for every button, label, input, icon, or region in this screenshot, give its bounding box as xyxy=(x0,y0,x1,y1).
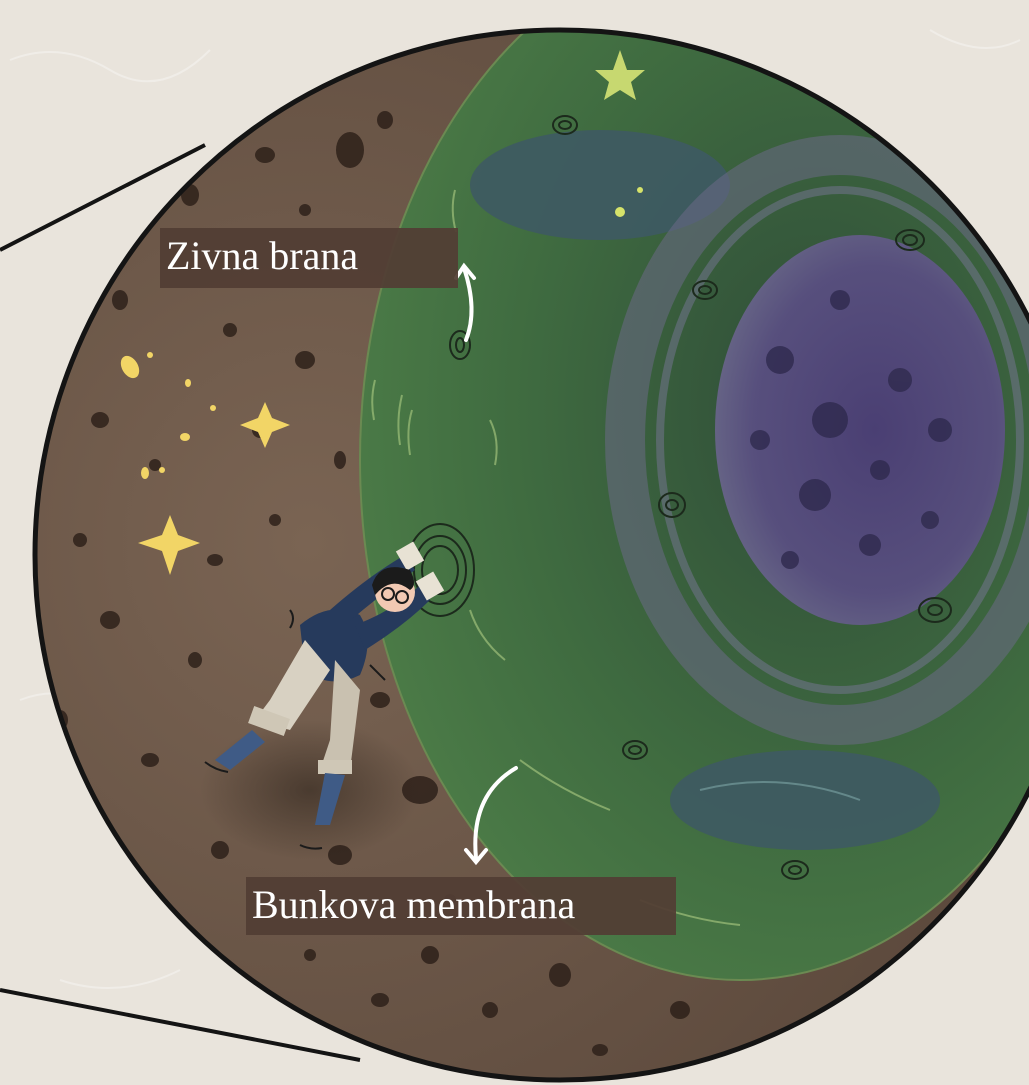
vacuole-top xyxy=(470,130,730,240)
magnifier-outline xyxy=(32,27,1029,1083)
label-cell-membrane: Bunkova membrana xyxy=(246,877,676,935)
endoplasmic-reticulum xyxy=(605,135,1029,745)
figure-shadow xyxy=(200,720,420,860)
star-icon xyxy=(138,50,645,575)
cell-edge-strokes xyxy=(371,189,741,926)
label-nutrient-membrane: Zivna brana xyxy=(160,228,458,288)
nucleus xyxy=(715,235,1005,625)
nucleus-spots xyxy=(750,290,952,569)
zoom-line-top xyxy=(0,143,206,252)
child-figure-icon xyxy=(204,541,445,850)
curved-arrow-icon xyxy=(454,262,518,866)
sparkle-dots xyxy=(120,352,216,479)
vacuole-bottom xyxy=(670,750,940,850)
zoom-line-bottom xyxy=(0,988,361,1062)
